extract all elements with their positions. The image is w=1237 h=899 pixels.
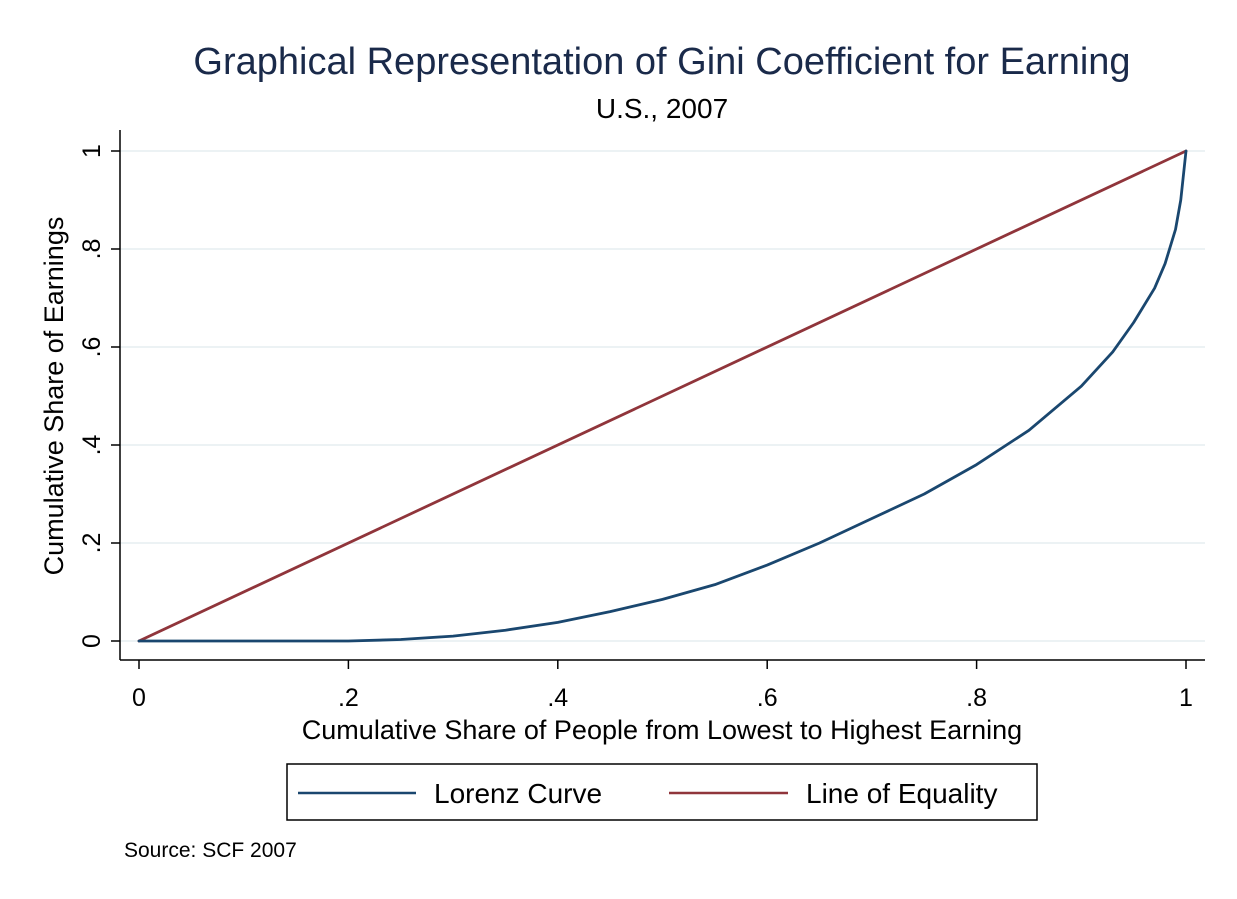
- x-axis-title: Cumulative Share of People from Lowest t…: [302, 715, 1022, 745]
- x-tick-label: .2: [338, 684, 359, 712]
- y-axis-title: Cumulative Share of Earnings: [39, 217, 69, 576]
- legend-label-line-of-equality: Line of Equality: [806, 778, 997, 809]
- x-tick-label: .4: [547, 684, 568, 712]
- x-tick-label: .8: [966, 684, 987, 712]
- x-tick-label: 0: [132, 684, 146, 712]
- chart-subtitle: U.S., 2007: [596, 93, 728, 124]
- series-line-line-of-equality: [137, 149, 1188, 643]
- source-note: Source: SCF 2007: [124, 839, 297, 862]
- x-tick-label: 1: [1179, 684, 1193, 712]
- legend-label-lorenz-curve: Lorenz Curve: [434, 778, 602, 809]
- chart-title: Graphical Representation of Gini Coeffic…: [193, 41, 1130, 83]
- legend: Lorenz Curve Line of Equality: [286, 763, 1038, 821]
- y-tick-label: .8: [78, 239, 106, 260]
- y-tick-label: 1: [78, 144, 106, 158]
- series-lines: [137, 149, 1188, 643]
- y-tick-label: 0: [78, 634, 106, 648]
- y-tick-label: .2: [78, 533, 106, 554]
- axes: [119, 130, 1205, 661]
- series-line-lorenz-curve: [137, 149, 1188, 643]
- x-tick-label: .6: [757, 684, 778, 712]
- y-ticks: 0 .2 .4 .6 .8 1: [78, 144, 120, 648]
- y-tick-label: .6: [78, 337, 106, 358]
- x-ticks: 0 .2 .4 .6 .8 1: [132, 660, 1193, 712]
- y-tick-label: .4: [78, 434, 106, 455]
